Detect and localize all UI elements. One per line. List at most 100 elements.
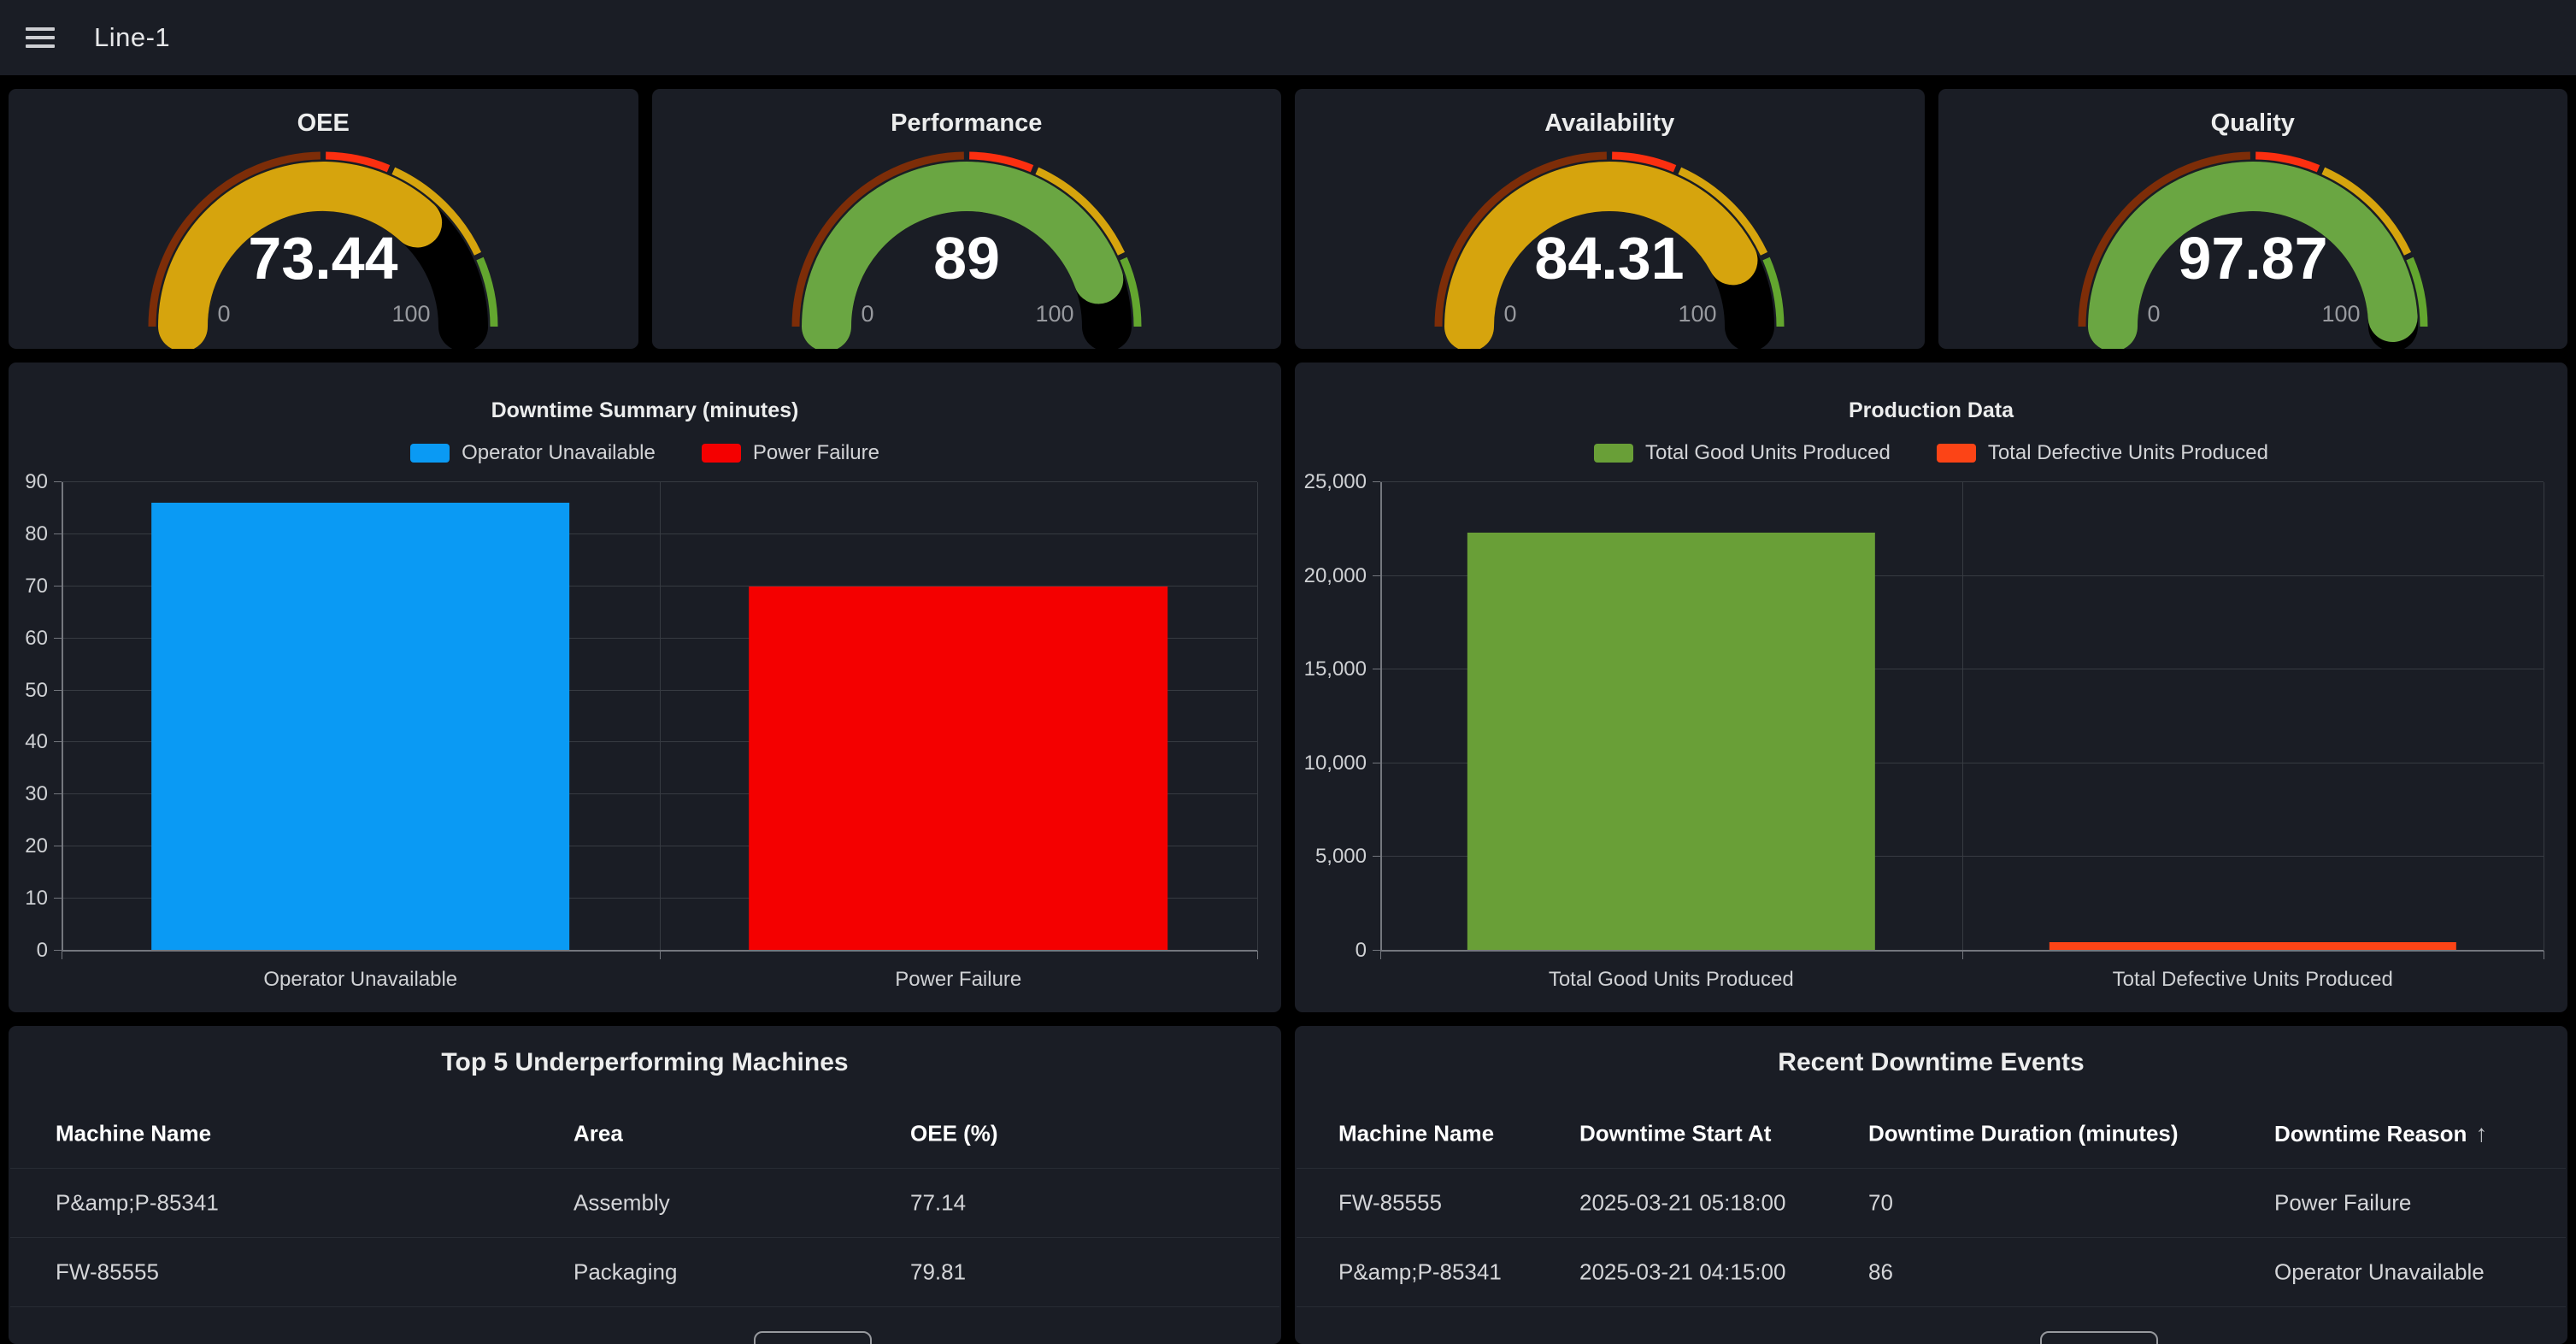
y-axis-label: 20,000 [1303, 563, 1367, 587]
table-cell: Packaging [573, 1259, 678, 1285]
x-axis-category-label: Power Failure [895, 968, 1022, 991]
chart-title: Downtime Summary (minutes) [491, 398, 799, 422]
legend-item-total-defective-units-produced[interactable]: Total Defective Units Produced [1936, 441, 2268, 465]
column-header-downtime-start-at[interactable]: Downtime Start At [1579, 1120, 1772, 1147]
y-axis-label: 20 [25, 834, 48, 858]
gridline [62, 481, 1257, 482]
table-row: P&amp;P-85341 2025-03-21 04:15:00 86 Operat… [1297, 1238, 2566, 1307]
table-cell: 79.81 [910, 1259, 967, 1285]
sort-asc-icon: ↑ [2475, 1120, 2488, 1147]
chart-row: Downtime Summary (minutes) Operator Unav… [9, 363, 2567, 1012]
y-axis-label: 60 [25, 626, 48, 650]
table-pagination-button[interactable] [2040, 1331, 2158, 1344]
column-header-machine-name[interactable]: Machine Name [1338, 1120, 1495, 1147]
svg-text:0: 0 [2147, 301, 2160, 327]
y-axis-tick [1373, 856, 1380, 858]
y-axis-label: 40 [25, 730, 48, 754]
svg-text:0: 0 [1504, 301, 1517, 327]
table-row: FW-85555 2025-03-21 05:18:00 70 Power Failu… [1297, 1169, 2566, 1238]
legend-item-operator-unavailable[interactable]: Operator Unavailable [410, 441, 656, 465]
y-axis-label: 0 [1355, 939, 1367, 962]
y-axis-tick [1373, 481, 1380, 482]
table-cell: FW-85555 [56, 1259, 159, 1285]
x-axis-category-label: Total Good Units Produced [1548, 968, 1794, 991]
svg-text:100: 100 [2321, 301, 2360, 327]
x-axis-tick [1257, 951, 1258, 959]
x-axis-line [1380, 950, 2544, 952]
y-axis-line [62, 482, 63, 951]
table-cell: Assembly [573, 1189, 670, 1216]
quality-gauge: 97.87 0 100 [1938, 137, 2568, 349]
category-gridline [659, 482, 661, 951]
topbar: Line-1 [0, 0, 2576, 75]
legend-item-total-good-units-produced[interactable]: Total Good Units Produced [1594, 441, 1891, 465]
svg-text:84.31: 84.31 [1535, 225, 1685, 292]
x-axis-line [62, 950, 1257, 952]
column-header-machine-name[interactable]: Machine Name [56, 1120, 212, 1147]
x-axis-tick [1961, 951, 1963, 959]
dashboard-title: Line-1 [94, 22, 171, 52]
menu-icon[interactable] [26, 21, 58, 54]
y-axis-tick [54, 585, 62, 587]
y-axis-label: 0 [36, 939, 48, 962]
chart-panel-downtime-summary: Downtime Summary (minutes) Operator Unav… [9, 363, 1281, 1012]
y-axis-label: 50 [25, 678, 48, 702]
availability-gauge: 84.31 0 100 [1295, 137, 1925, 349]
x-axis-category-label: Operator Unavailable [263, 968, 458, 991]
gauge-row: OEE 73.44 0 100 Performance 89 0 100 Ava… [9, 89, 2567, 349]
legend-label: Operator Unavailable [462, 441, 656, 464]
bar-total-good-units-produced [1467, 533, 1875, 951]
y-axis-label: 90 [25, 470, 48, 493]
chart-legend: Total Good Units Produced Total Defectiv… [1295, 439, 2567, 467]
y-axis-line [1380, 482, 1382, 951]
table-row: FW-85555 Packaging 79.81 [10, 1238, 1279, 1307]
panel-title: Quality [2210, 109, 2295, 137]
table-cell: 2025-03-21 04:15:00 [1579, 1259, 1786, 1285]
column-header-downtime-duration-minutes[interactable]: Downtime Duration (minutes) [1868, 1120, 2179, 1147]
y-axis-tick [1373, 575, 1380, 576]
legend-label: Power Failure [752, 441, 879, 464]
column-header-area[interactable]: Area [573, 1120, 623, 1147]
table-pagination-button[interactable] [754, 1331, 872, 1344]
oee-gauge: 73.44 0 100 [9, 137, 638, 349]
table-cell: Operator Unavailable [2274, 1259, 2485, 1285]
column-header-downtime-reason[interactable]: Downtime Reason ↑ [2274, 1120, 2488, 1147]
y-axis-tick [1373, 950, 1380, 951]
legend-swatch [410, 444, 450, 463]
downtime-summary-plot: 0 10 20 30 40 50 60 70 80 90 Operator Unavailable P… [25, 470, 1258, 991]
gridline [1380, 481, 2544, 482]
y-axis-tick [54, 533, 62, 534]
svg-text:0: 0 [218, 301, 231, 327]
y-axis-tick [54, 689, 62, 691]
gauge-panel-availability: Availability 84.31 0 100 [1295, 89, 1925, 349]
column-header-oee[interactable]: OEE (%) [910, 1120, 998, 1147]
legend-item-power-failure[interactable]: Power Failure [701, 441, 879, 465]
dashboard-grid: OEE 73.44 0 100 Performance 89 0 100 Ava… [0, 75, 2576, 1344]
svg-text:0: 0 [861, 301, 873, 327]
y-axis-label: 70 [25, 574, 48, 598]
x-axis-category-label: Total Defective Units Produced [2112, 968, 2393, 991]
y-axis-label: 25,000 [1303, 470, 1367, 493]
chart-title: Production Data [1848, 398, 2014, 422]
svg-text:89: 89 [933, 225, 1000, 292]
x-axis-tick [1380, 951, 1381, 959]
legend-label: Total Good Units Produced [1645, 441, 1891, 464]
category-gridline [1961, 482, 1963, 951]
svg-text:97.87: 97.87 [2178, 225, 2327, 292]
table-row: P&amp;P-85341 Assembly 77.14 [10, 1169, 1279, 1238]
legend-label: Total Defective Units Produced [1987, 441, 2268, 464]
bar-power-failure [749, 586, 1168, 951]
gauge-panel-quality: Quality 97.87 0 100 [1938, 89, 2568, 349]
panel-title: Performance [891, 109, 1043, 137]
svg-text:100: 100 [392, 301, 431, 327]
bar-operator-unavailable [150, 503, 570, 951]
underperforming-machines-table: Machine Name Area OEE (%) P&amp;P-85341 Asse… [9, 1099, 1281, 1307]
performance-gauge: 89 0 100 [652, 137, 1282, 349]
legend-swatch [701, 444, 741, 463]
svg-text:100: 100 [1035, 301, 1073, 327]
table-cell: P&amp;P-85341 [1338, 1259, 1502, 1285]
gauge-panel-performance: Performance 89 0 100 [651, 89, 1282, 349]
table-row: Top 5 Underperforming Machines Machine N… [9, 1026, 2567, 1344]
category-gridline [1257, 482, 1258, 951]
table-cell: FW-85555 [1338, 1189, 1442, 1216]
